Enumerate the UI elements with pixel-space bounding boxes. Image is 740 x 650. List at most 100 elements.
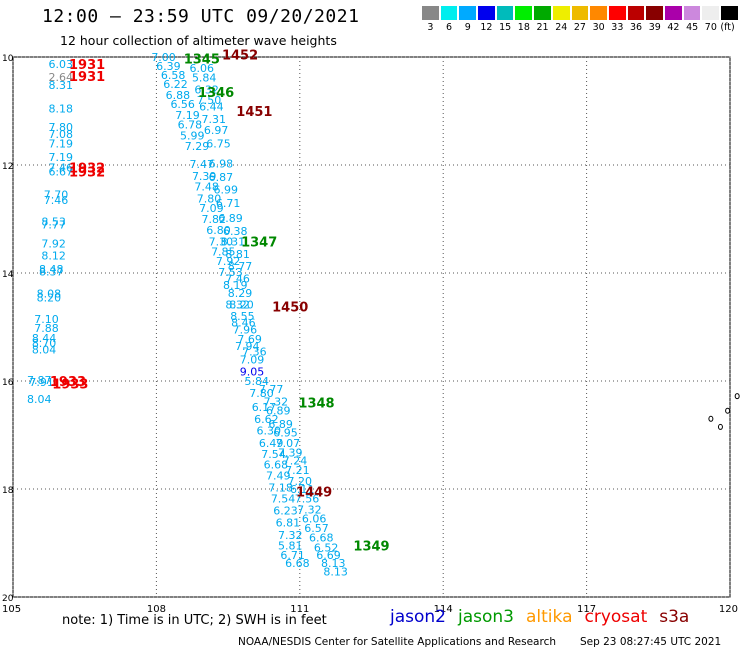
swh-value: 7.92 [216, 255, 241, 268]
pass-number: 1932 [69, 162, 105, 177]
swh-value: 7.54 [261, 448, 286, 461]
pass-number: 1346 [198, 86, 234, 101]
swh-value: 8.29 [228, 287, 253, 300]
island-outline [717, 423, 723, 430]
legend-swatch [607, 5, 627, 21]
swh-value: 6.71 [280, 549, 305, 562]
pass-number: 1349 [353, 540, 389, 555]
swh-value: 6.22 [163, 78, 188, 91]
swh-value: 6.78 [178, 119, 203, 132]
swh-value: 7.39 [192, 170, 217, 183]
swh-value: 7.88 [34, 322, 59, 335]
swh-value: 6.23 [273, 505, 298, 518]
swh-value: 6.39 [156, 60, 181, 73]
swh-value: 7.80 [49, 121, 74, 134]
swh-value: 6.97 [204, 124, 229, 137]
pass-number: 1345 [184, 53, 220, 68]
swh-value: 6.89 [266, 405, 291, 418]
satellite-label-jason3: jason3 [458, 607, 514, 627]
swh-value: 7.36 [242, 345, 267, 358]
legend-label: 30 [592, 22, 605, 33]
swh-value: 6.68 [285, 557, 310, 570]
swh-value: 6.38 [223, 225, 248, 238]
swh-value: 6.68 [309, 532, 334, 545]
legend-label: 6 [446, 22, 453, 33]
coastline-islands [708, 393, 740, 430]
swh-value: 7.69 [237, 333, 262, 346]
swh-value: 8.12 [41, 250, 66, 263]
generated-timestamp: Sep 23 08:27:45 UTC 2021 [580, 636, 722, 648]
island-outline [708, 415, 714, 422]
swh-value: 7.10 [34, 313, 59, 326]
legend-swatch [626, 5, 646, 21]
note-text: note: 1) Time is in UTC; 2) SWH is in fe… [62, 613, 327, 628]
swh-value: 7.54 [271, 493, 296, 506]
legend-swatch [720, 5, 739, 21]
legend-swatch [421, 5, 440, 21]
swh-value: 6.49 [259, 437, 284, 450]
y-tick-label: 10 [2, 54, 14, 64]
swh-value: 7.29 [185, 140, 210, 153]
legend-label: 36 [630, 22, 643, 33]
swh-value: 7.80 [249, 387, 274, 400]
swh-value: 8.46 [231, 317, 256, 330]
swh-value: 7.20 [288, 475, 313, 488]
swh-value: 7.19 [175, 109, 200, 122]
swh-value: 5.84 [192, 72, 217, 85]
swh-value: 6.06 [302, 513, 327, 526]
swh-value: 7.46 [225, 272, 250, 285]
pass-number: 1931 [69, 58, 105, 73]
swh-value: 6.03 [49, 58, 74, 71]
legend-swatch [682, 5, 702, 21]
satellite-legend: jason2 jason3 altika cryosat s3a [390, 607, 689, 627]
swh-readings: 6.032.648.318.187.807.087.197.197.466.67… [27, 51, 348, 579]
swh-value: 5.99 [180, 129, 205, 142]
swh-value: 6.68 [264, 459, 289, 472]
legend-swatch [495, 5, 515, 21]
swh-value: 7.46 [44, 194, 69, 207]
x-tick-label: 117 [577, 604, 596, 615]
pass-number: 1451 [236, 105, 272, 120]
swh-value: 7.08 [49, 128, 74, 141]
legend-label: 21 [536, 22, 549, 33]
swh-value: 7.07 [276, 437, 301, 450]
legend-swatch [439, 5, 459, 21]
swh-value: 7.21 [285, 464, 310, 477]
map-title: 12:00 – 23:59 UTC 09/20/2021 [42, 6, 360, 27]
swh-value: 8.37 [39, 265, 64, 278]
legend-swatch [477, 5, 496, 21]
legend-label: 33 [611, 22, 624, 33]
swh-value: 8.08 [37, 288, 62, 301]
color-scale-labels: 3 6 9 12 15 18 21 24 27 30 33 36 39 42 45 70 (ft) [421, 22, 740, 34]
legend-label: (ft) [720, 22, 735, 33]
swh-value: 6.87 [209, 171, 234, 184]
satellite-label-jason2: jason2 [390, 607, 446, 627]
island-outline [734, 393, 740, 400]
x-tick-label: 120 [719, 604, 738, 615]
swh-value: 6.67 [49, 165, 74, 178]
swh-value: 7.77 [259, 383, 284, 396]
swh-value: 6.58 [161, 69, 186, 82]
credit-text: NOAA/NESDIS Center for Satellite Applica… [238, 636, 556, 648]
swh-value: 6.44 [199, 101, 224, 114]
map-frame [12, 56, 731, 598]
swh-value: 7.30 [209, 236, 234, 249]
swh-value: 8.53 [41, 216, 66, 229]
swh-value: 7.82 [202, 213, 227, 226]
swh-value: 7.53 [218, 266, 243, 279]
legend-label: 70 [704, 22, 717, 33]
legend-label: 42 [667, 22, 680, 33]
swh-value: 6.06 [190, 62, 215, 75]
swh-value: 6.11 [290, 483, 315, 496]
swh-value: 7.47 [190, 158, 215, 171]
pass-number: 1931 [69, 70, 105, 85]
swh-value: 7.00 [151, 51, 176, 64]
swh-value: 8.44 [32, 332, 57, 345]
legend-swatch [514, 5, 534, 21]
lat-lon-grid [12, 56, 731, 598]
legend-label: 9 [464, 22, 471, 33]
swh-value: 8.19 [223, 279, 248, 292]
swh-value: 6.57 [304, 522, 329, 535]
